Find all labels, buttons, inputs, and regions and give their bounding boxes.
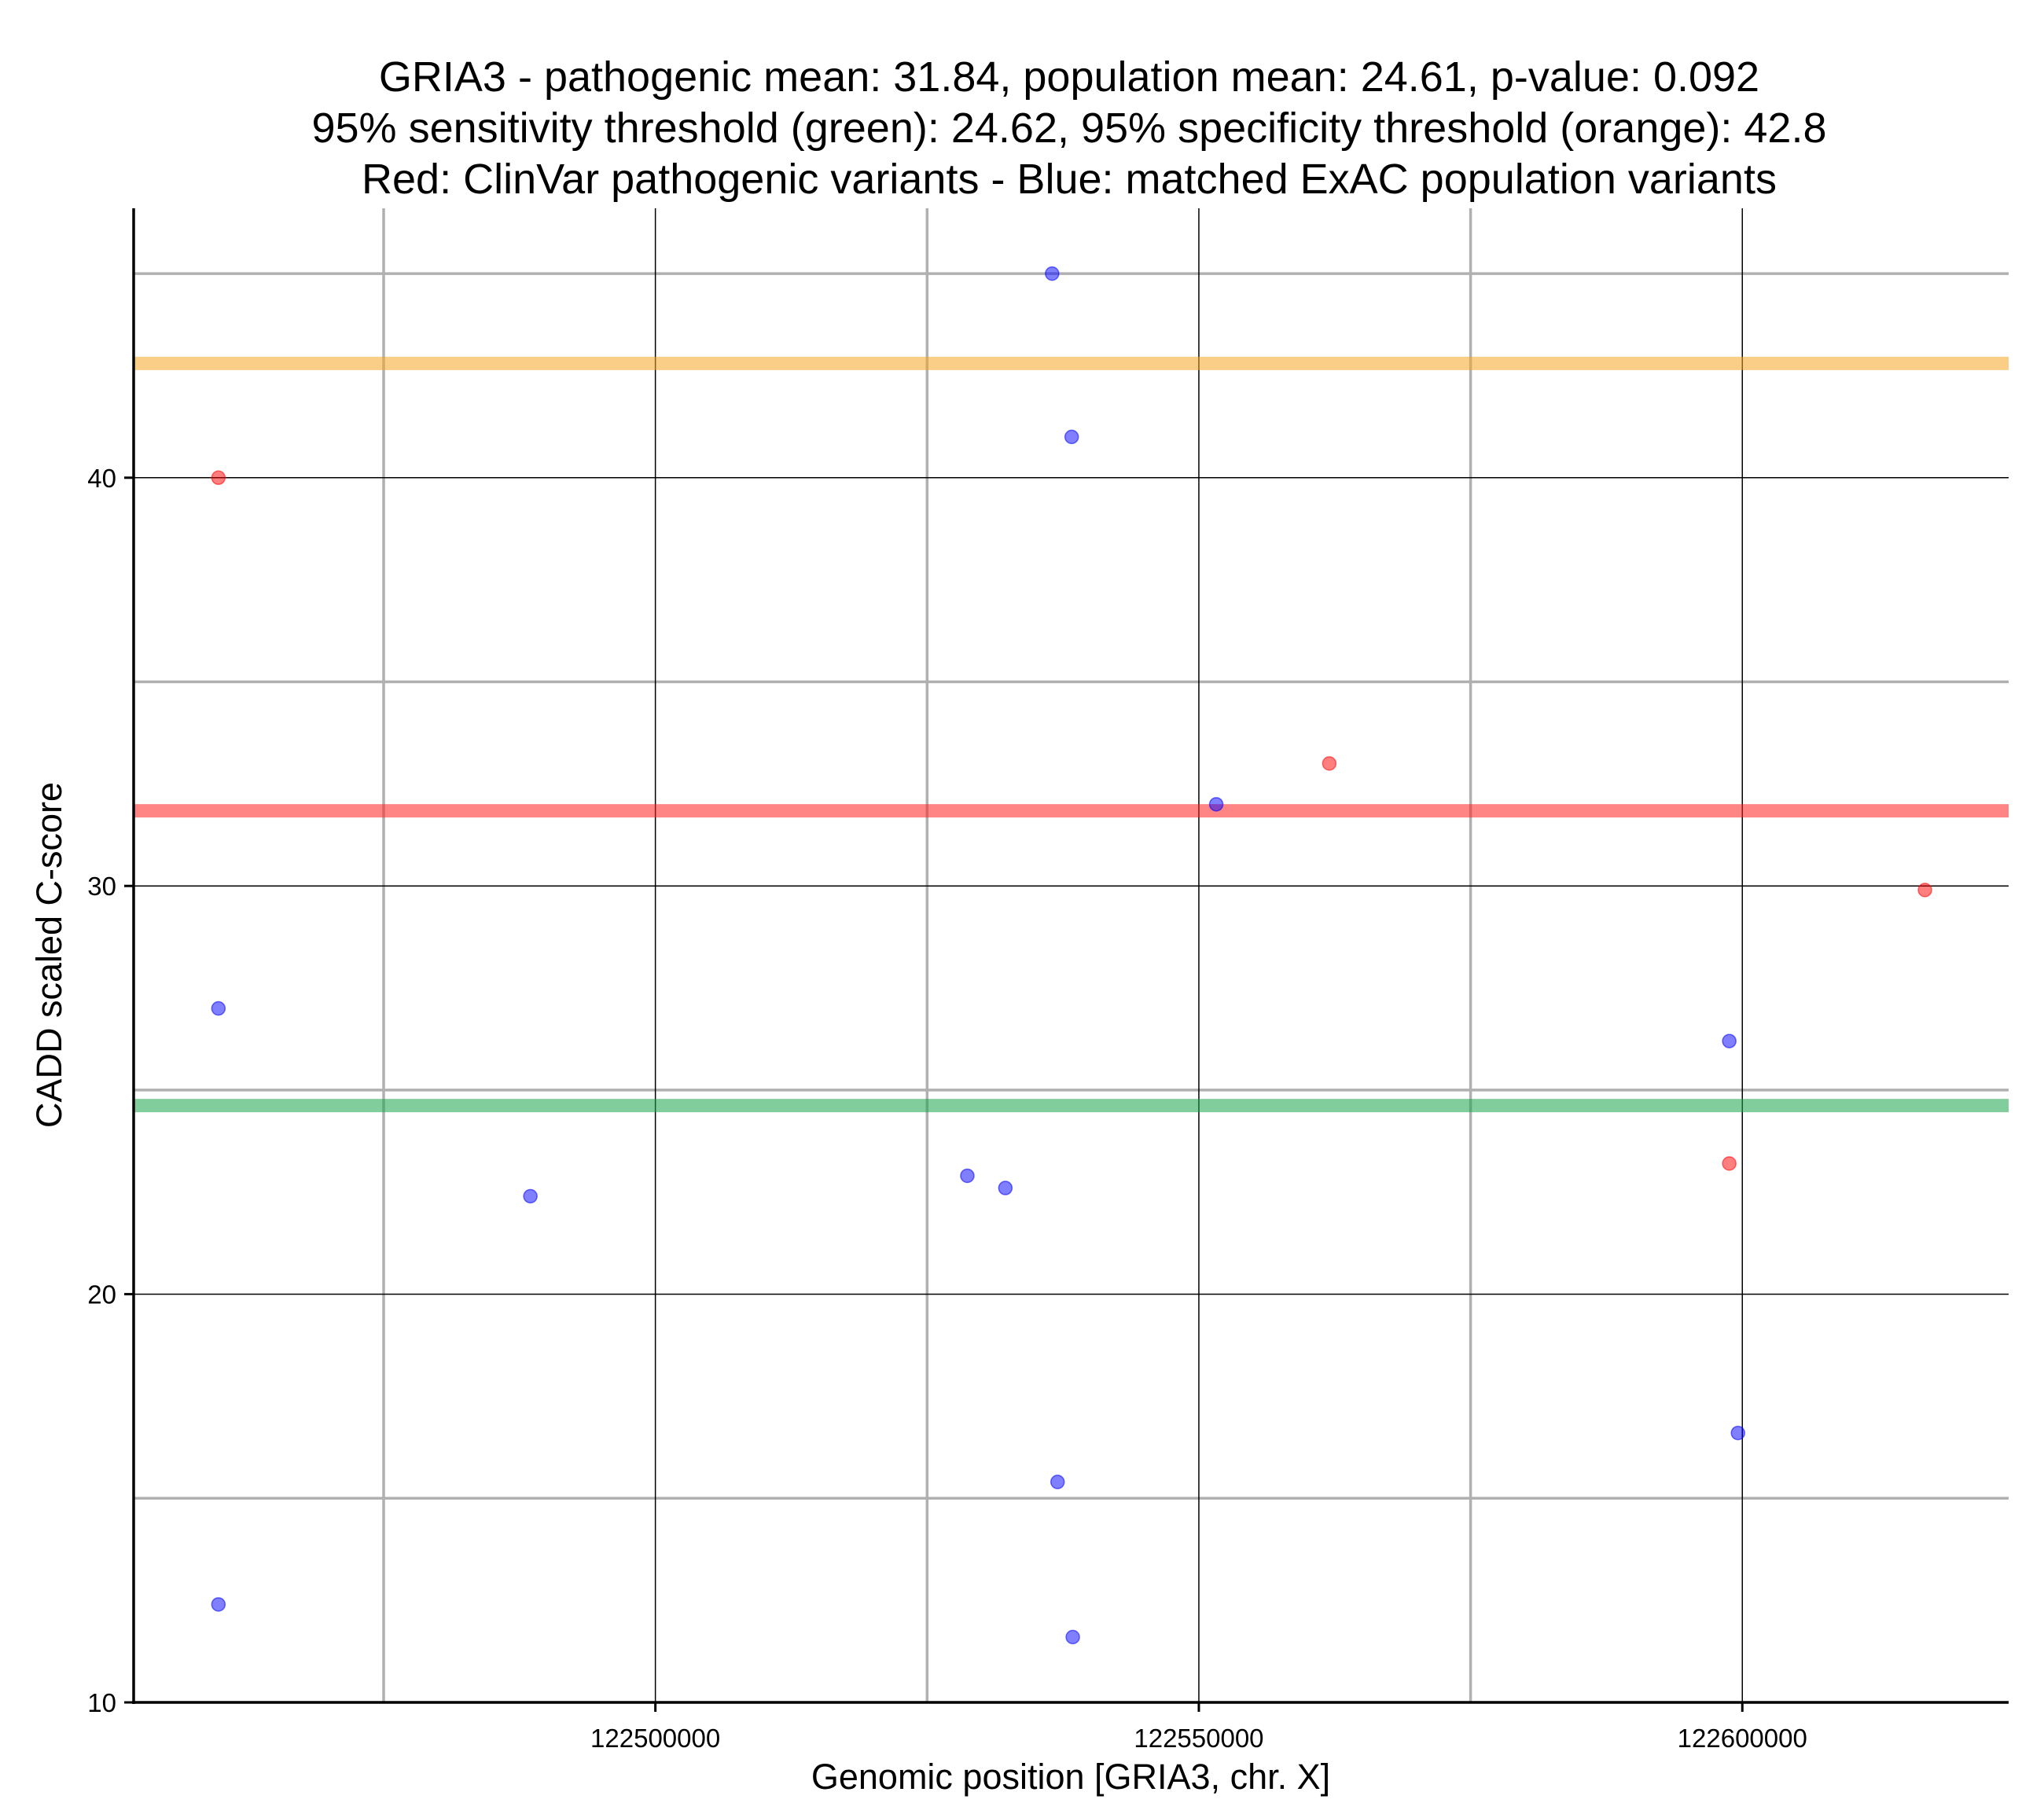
x-tick-label: 122600000 bbox=[1678, 1724, 1807, 1753]
y-tick-label: 20 bbox=[87, 1280, 116, 1309]
data-point bbox=[211, 1597, 226, 1612]
data-point bbox=[1065, 1629, 1080, 1645]
data-point bbox=[523, 1188, 538, 1204]
title-line-2: 95% sensitivity threshold (green): 24.62… bbox=[311, 105, 1826, 152]
data-point bbox=[1722, 1156, 1737, 1171]
data-point bbox=[1208, 797, 1224, 812]
data-point bbox=[1722, 1034, 1737, 1048]
x-axis-title: Genomic position [GRIA3, chr. X] bbox=[811, 1757, 1330, 1797]
data-point bbox=[998, 1181, 1013, 1195]
x-tick-label: 122550000 bbox=[1134, 1724, 1263, 1753]
axes bbox=[132, 208, 2009, 1704]
chart-title: GRIA3 - pathogenic mean: 31.84, populati… bbox=[311, 53, 1826, 203]
data-point bbox=[211, 1001, 226, 1016]
data-points bbox=[211, 266, 1932, 1645]
grid bbox=[134, 208, 2009, 1702]
data-point bbox=[1045, 266, 1060, 281]
data-point bbox=[1322, 756, 1337, 771]
data-point bbox=[1064, 429, 1079, 445]
threshold-lines bbox=[134, 356, 2009, 1113]
y-tick-label: 40 bbox=[87, 464, 116, 493]
y-tick-label: 10 bbox=[87, 1688, 116, 1717]
tick-labels: 10 20 30 40 122500000 122550000 122600000 bbox=[87, 464, 1807, 1753]
data-point bbox=[1917, 883, 1932, 898]
data-point bbox=[211, 470, 226, 486]
title-line-1: GRIA3 - pathogenic mean: 31.84, populati… bbox=[379, 53, 1759, 101]
y-axis-title: CADD scaled C-score bbox=[29, 782, 69, 1128]
data-point bbox=[1050, 1474, 1065, 1489]
x-tick-label: 122500000 bbox=[590, 1724, 720, 1753]
data-point bbox=[1730, 1425, 1745, 1441]
title-line-3: Red: ClinVar pathogenic variants - Blue:… bbox=[362, 156, 1777, 203]
y-tick-label: 30 bbox=[87, 872, 116, 901]
data-point bbox=[960, 1168, 975, 1184]
